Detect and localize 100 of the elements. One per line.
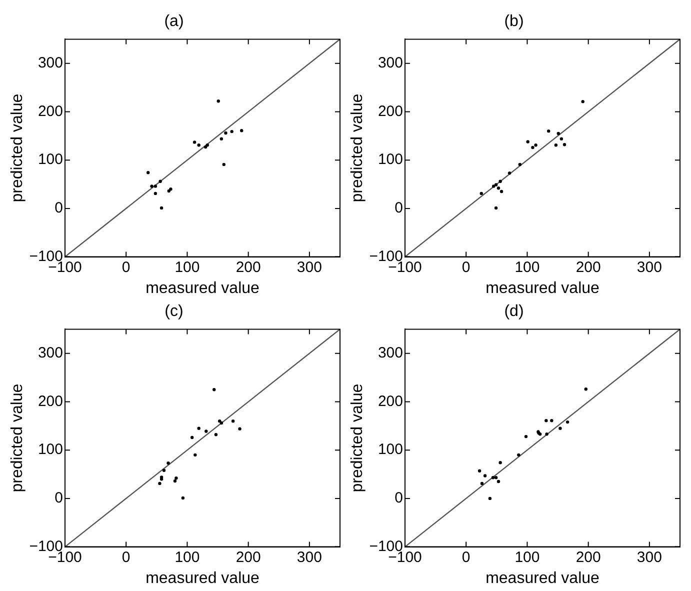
- point: [550, 418, 554, 422]
- y-tick-label: 100: [38, 441, 63, 458]
- point: [162, 468, 166, 472]
- x-axis-title: measured value: [146, 280, 260, 297]
- chart-title: (a): [164, 13, 184, 30]
- point: [581, 100, 584, 104]
- point: [544, 418, 548, 422]
- point: [534, 144, 538, 147]
- point: [500, 190, 504, 194]
- x-tick-label: 300: [636, 258, 662, 276]
- x-tick-label: 100: [514, 548, 540, 566]
- y-tick-label: 100: [38, 151, 63, 168]
- y-tick-label: 100: [378, 441, 403, 458]
- point: [238, 427, 242, 430]
- chart-title: (b): [504, 13, 524, 30]
- x-tick-label: 200: [236, 548, 261, 566]
- x-tick-label: 200: [576, 258, 601, 276]
- point: [498, 461, 502, 464]
- point: [197, 144, 200, 147]
- point: [224, 131, 228, 135]
- point: [494, 476, 498, 480]
- point: [181, 496, 185, 500]
- y-tick-label: 200: [378, 392, 403, 410]
- point: [212, 388, 216, 392]
- point: [531, 146, 534, 150]
- point: [526, 140, 530, 144]
- x-tick-label: 0: [122, 258, 130, 276]
- point: [220, 421, 224, 425]
- point: [558, 426, 562, 430]
- point: [496, 480, 500, 484]
- y-axis-title: predicted value: [349, 384, 366, 492]
- point: [492, 184, 496, 188]
- x-tick-label: 100: [174, 548, 200, 566]
- y-tick-label: 200: [38, 102, 63, 120]
- point: [158, 482, 162, 486]
- point: [150, 184, 154, 188]
- point: [216, 99, 220, 103]
- y-tick-label: 300: [378, 344, 403, 362]
- point: [566, 420, 570, 424]
- y-tick-label: 0: [394, 490, 403, 507]
- y-tick-label: 200: [378, 102, 403, 120]
- x-tick-label: 300: [296, 258, 322, 276]
- point: [494, 206, 498, 210]
- y-tick-label: 0: [394, 200, 403, 217]
- x-tick-label: 0: [462, 258, 470, 276]
- point: [494, 183, 498, 186]
- point: [556, 132, 560, 136]
- point: [173, 479, 177, 483]
- y-tick-label: 100: [378, 151, 403, 168]
- point: [230, 130, 234, 134]
- point: [222, 162, 226, 166]
- y-axis-title: predicted value: [349, 94, 366, 202]
- point: [231, 419, 235, 423]
- point: [491, 476, 495, 480]
- point: [167, 189, 170, 193]
- point: [518, 162, 522, 166]
- x-tick-label: 100: [174, 258, 200, 276]
- y-tick-label: 300: [38, 344, 63, 362]
- point: [240, 128, 244, 132]
- y-tick-label: 0: [54, 200, 63, 217]
- x-tick-label: 0: [462, 548, 470, 566]
- y-tick-label: 0: [54, 490, 63, 507]
- point: [220, 137, 224, 140]
- point: [554, 144, 558, 147]
- x-tick-label: 200: [576, 548, 601, 566]
- point: [194, 453, 197, 457]
- x-tick-label: 300: [296, 548, 322, 566]
- point: [480, 192, 483, 196]
- point: [204, 430, 208, 433]
- point: [498, 180, 502, 183]
- y-tick-label: 300: [378, 54, 403, 72]
- point: [517, 453, 520, 457]
- point: [174, 476, 178, 480]
- point: [483, 474, 487, 478]
- chart-title: (c): [164, 303, 184, 320]
- point: [158, 180, 162, 183]
- x-tick-label: 300: [636, 548, 662, 566]
- point: [584, 388, 588, 391]
- point: [160, 206, 164, 210]
- point: [146, 171, 150, 174]
- point: [478, 469, 482, 472]
- point: [488, 496, 492, 500]
- y-axis-title: predicted value: [9, 384, 26, 492]
- point: [190, 436, 194, 440]
- point: [204, 145, 208, 149]
- point: [560, 137, 564, 140]
- point: [524, 434, 528, 438]
- x-tick-label: 0: [122, 548, 130, 566]
- chart-title: (d): [504, 303, 524, 320]
- x-tick-label: 200: [236, 258, 261, 276]
- point: [192, 140, 196, 144]
- point: [547, 129, 550, 133]
- y-axis-title: predicted value: [9, 94, 26, 202]
- x-axis-title: measured value: [486, 570, 600, 587]
- y-tick-label: 200: [38, 392, 63, 410]
- point: [214, 433, 218, 436]
- point: [154, 192, 158, 196]
- point: [480, 482, 484, 486]
- point: [154, 184, 158, 188]
- x-tick-label: 100: [514, 258, 540, 276]
